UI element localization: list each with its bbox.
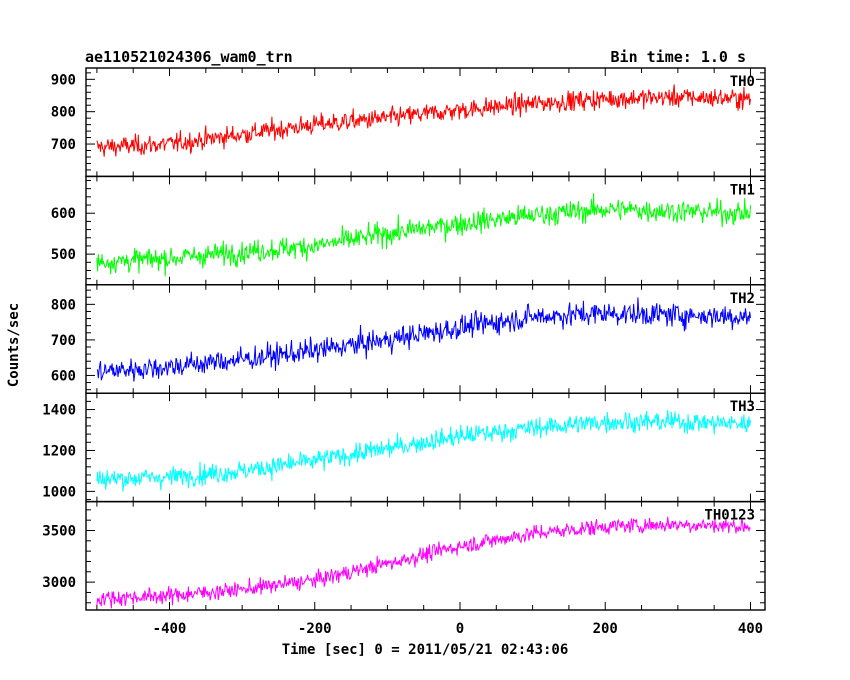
- y-tick-label: 1400: [42, 403, 76, 419]
- panels: 700 800 900 TH0 500 600 TH1 600 700 800 TH2 1000 120…: [42, 67, 766, 611]
- y-tick-label: 800: [51, 297, 76, 313]
- x-tick-labels: -400 -200 0 200 400: [153, 621, 763, 637]
- x-tick-label: 0: [456, 621, 464, 637]
- series-line-th0123: [96, 516, 751, 609]
- y-tick-label: 3000: [42, 575, 76, 591]
- panel-th3: 1000 1200 1400 TH3: [42, 392, 766, 503]
- y-tick-label: 600: [51, 368, 76, 384]
- panel-label-th0123: TH0123: [704, 508, 755, 524]
- y-tick-label: 1200: [42, 443, 76, 459]
- series-line-th3: [96, 409, 751, 492]
- y-axis-label: Counts/sec: [6, 303, 22, 387]
- y-tick-label: 600: [51, 206, 76, 222]
- chart-title: ae110521024306_wam0_trn: [85, 48, 293, 66]
- series-line-th1: [96, 192, 751, 277]
- panel-th2: 600 700 800 TH2: [51, 284, 766, 394]
- y-tick-label: 700: [51, 137, 76, 153]
- y-tick-label: 700: [51, 333, 76, 349]
- panel-frame: [85, 500, 766, 611]
- panel-th1: 500 600 TH1: [51, 175, 766, 286]
- x-tick-label: -400: [153, 621, 187, 637]
- panel-th0: 700 800 900 TH0: [51, 67, 766, 178]
- y-tick-label: 900: [51, 72, 76, 88]
- panel-th0123: 3000 3500 TH0123: [42, 500, 766, 611]
- y-tick-label: 1000: [42, 484, 76, 500]
- series-line-th0: [96, 84, 751, 157]
- y-tick-label: 500: [51, 247, 76, 263]
- panel-label-th0: TH0: [730, 74, 755, 90]
- panel-frame: [85, 67, 766, 178]
- y-tick-label: 800: [51, 105, 76, 121]
- x-tick-label: 400: [738, 621, 763, 637]
- x-tick-label: 200: [593, 621, 618, 637]
- panel-label-th3: TH3: [730, 399, 755, 415]
- chart-subtitle: Bin time: 1.0 s: [611, 48, 746, 66]
- panel-label-th2: TH2: [730, 291, 755, 307]
- y-tick-label: 3500: [42, 524, 76, 540]
- panel-label-th1: TH1: [730, 182, 755, 198]
- series-line-th2: [96, 297, 751, 382]
- x-tick-label: -200: [298, 621, 332, 637]
- x-axis-label: Time [sec] 0 = 2011/05/21 02:43:06: [282, 642, 569, 658]
